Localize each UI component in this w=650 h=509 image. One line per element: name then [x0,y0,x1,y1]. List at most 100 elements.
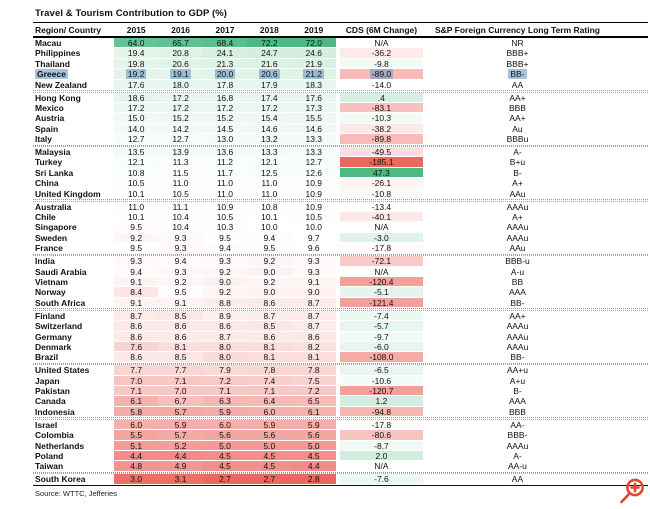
gdp-value-cell: 7.2 [291,386,336,397]
country-cell: Malaysia [35,147,71,158]
gdp-value-cell: 15.0 [114,113,159,124]
source-note: Source: WTTC, Jefferies [35,488,117,498]
gdp-value-cell: 20.0 [202,69,248,80]
gdp-value-cell: 68.4 [202,38,248,49]
cds-change-cell: N/A [339,222,423,233]
cds-change-cell: 2.0 [339,451,423,462]
rating-cell: AAAu [506,232,529,243]
cds-change-cell: -38.2 [339,123,423,135]
gdp-value-cell: 12.7 [291,157,336,168]
table-row: New Zealand 17.6 18.0 17.8 17.9 18.3 -14.0 AA [33,79,648,90]
country-cell: South Africa [35,297,86,308]
cds-change-cell: -17.8 [339,243,423,254]
gdp-value-cell: 10.1 [247,212,292,223]
cds-change-cell: -13.4 [339,201,423,213]
cds-change-cell: -6.5 [339,365,423,376]
gdp-value-cell: 19.8 [114,58,159,70]
country-cell: France [35,243,63,254]
rating-cell: A-u [510,266,525,277]
country-cell: Denmark [35,341,72,352]
gdp-value-cell: 7.1 [247,386,292,397]
rating-cell: BB [511,276,524,287]
country-cell: Thailand [35,58,70,69]
gdp-value-cell: 8.5 [158,310,203,322]
rating-cell: BB- [510,352,525,363]
table-row: Italy 12.7 12.7 13.0 13.2 13.3 -89.8 BBBu [33,134,648,145]
gdp-value-cell: 10.5 [291,212,336,223]
gdp-value-cell: 5.6 [247,430,292,441]
cds-change-cell: -120.4 [339,276,423,288]
gdp-value-cell: 10.5 [202,212,248,223]
gdp-value-cell: 9.3 [114,256,159,267]
gdp-value-cell: 7.9 [202,365,248,376]
header-2016: 2016 [171,24,191,35]
table-row: United Kingdom 10.1 10.5 11.0 11.0 10.9 -10.8 A… [33,188,648,200]
gdp-value-cell: 17.9 [247,79,292,90]
rating-cell: A- [513,147,522,158]
rating-cell: B+u [509,157,526,168]
rating-cell: AA+u [506,365,528,376]
cds-change-cell: -14.0 [339,79,423,90]
gdp-value-cell: 13.6 [202,147,248,158]
cds-change-cell: -3.0 [339,232,423,244]
gdp-value-cell: 8.6 [247,331,292,342]
table-row: Macau 64.0 65.7 68.4 72.2 72.0 N/A NR [33,38,648,49]
cds-change-cell: -49.5 [339,147,423,158]
gdp-value-cell: 5.6 [202,430,248,441]
gdp-value-cell: 9.6 [291,243,336,254]
cds-change-cell: -8.7 [339,440,423,451]
rating-cell: AA [511,474,524,485]
table-row: Indonesia 5.8 5.7 5.9 6.0 6.1 -94.8 BBB [33,406,648,418]
gdp-value-cell: 10.9 [291,178,336,189]
gdp-value-cell: 17.2 [114,102,159,114]
gdp-value-cell: 9.3 [291,266,336,277]
country-cell: Poland [35,451,64,461]
gdp-value-cell: 7.7 [114,365,159,376]
gdp-value-cell: 13.3 [291,134,336,145]
rating-cell: AAu [509,243,526,254]
gdp-value-cell: 10.9 [291,201,336,213]
gdp-value-cell: 9.7 [291,232,336,244]
gdp-value-cell: 6.3 [202,396,248,407]
cds-change-cell: -108.0 [339,352,423,363]
gdp-value-cell: 8.0 [202,341,248,353]
gdp-value-cell: 64.0 [114,38,159,49]
country-cell: Finland [35,310,66,321]
table-row: Saudi Arabia 9.4 9.3 9.2 9.0 9.3 N/A A-u [33,266,648,277]
cds-change-cell: -9.8 [339,58,423,70]
gdp-value-cell: 12.7 [114,134,159,145]
rating-cell: AAu [509,188,526,199]
gdp-value-cell: 8.6 [247,297,292,309]
gdp-value-cell: 11.7 [202,167,248,179]
table-row: Mexico 17.2 17.2 17.2 17.2 17.3 -83.1 BBB [33,102,648,114]
cds-change-cell: -5.7 [339,321,423,332]
gdp-value-cell: 17.3 [291,102,336,114]
table-row: Poland 4.4 4.4 4.5 4.5 4.5 2.0 A- [33,451,648,462]
country-cell: Indonesia [35,406,75,417]
rating-cell: AA+ [509,92,526,103]
cds-change-cell: -94.8 [339,406,423,418]
header-region-country: Region/ Country [35,24,102,35]
gdp-value-cell: 10.9 [291,188,336,200]
cds-change-cell: -89.8 [339,134,423,145]
gdp-value-cell: 6.0 [114,419,159,431]
gdp-value-cell: 3.1 [158,474,203,485]
rating-cell: BBB- [507,430,528,441]
country-cell: Germany [35,331,72,342]
zoom-in-icon[interactable] [616,476,646,506]
gdp-value-cell: 72.2 [247,38,292,49]
gdp-value-cell: 11.0 [114,201,159,213]
gdp-value-cell: 10.5 [114,178,159,189]
gdp-value-cell: 8.7 [247,310,292,322]
table-row: Malaysia 13.5 13.9 13.6 13.3 13.3 -49.5 A- [33,147,648,158]
gdp-value-cell: 4.5 [291,451,336,462]
rating-cell: A+ [512,212,523,223]
country-cell: Greece [35,69,68,80]
gdp-value-cell: 9.1 [291,276,336,288]
cds-change-cell: -120.7 [339,386,423,397]
country-cell: Singapore [35,222,77,233]
gdp-value-cell: 8.8 [202,297,248,309]
gdp-value-cell: 7.7 [158,365,203,376]
table-row: Finland 8.7 8.5 8.9 8.7 8.7 -7.4 AA+ [33,310,648,322]
gdp-value-cell: 8.7 [291,297,336,309]
